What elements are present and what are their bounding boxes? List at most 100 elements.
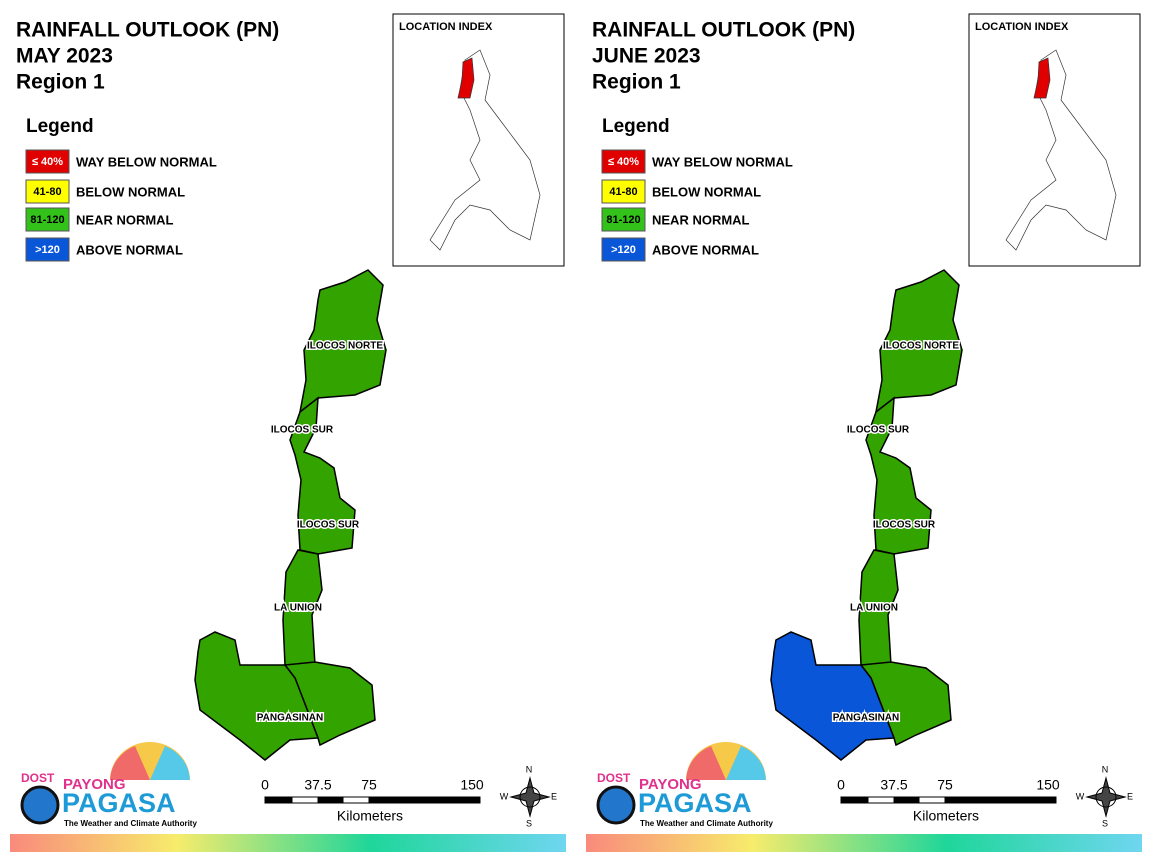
legend-swatch-text: 41-80 [609, 186, 637, 198]
logo-umbrella-right [150, 746, 190, 780]
inset-frame [392, 13, 565, 267]
map-region: Region 1 [16, 71, 105, 94]
scale-label: 75 [937, 777, 953, 793]
compass-letter: E [551, 791, 557, 801]
logo-agency: DOST [21, 771, 55, 785]
scale-label: 150 [1036, 777, 1060, 793]
province-area [289, 396, 356, 555]
panel: RAINFALL OUTLOOK (PN) JUNE 2023 Region 1 Le… [586, 13, 1142, 852]
province-label: ILOCOS SUR [271, 425, 334, 436]
legend-label: BELOW NORMAL [76, 184, 185, 199]
province-label: ILOCOS SUR [847, 425, 910, 436]
scale-label: 37.5 [304, 777, 331, 793]
legend-swatch [25, 237, 70, 262]
map-region: Region 1 [592, 71, 681, 94]
map-period: MAY 2023 [16, 45, 113, 68]
legend-label: NEAR NORMAL [652, 212, 750, 227]
compass-letter: N [1102, 764, 1109, 774]
scale-label: 37.5 [880, 777, 907, 793]
inset-frame [968, 13, 1141, 267]
province-area [298, 269, 387, 414]
legend-swatch-text: >120 [611, 244, 636, 256]
province-label: ILOCOS SUR [297, 520, 360, 531]
compass-rose [509, 776, 551, 818]
province-label: LA UNION [850, 603, 898, 614]
scale-unit: Kilometers [913, 808, 979, 824]
logo-umbrella-right [726, 746, 766, 780]
bottom-bar [586, 834, 1142, 852]
inset-title: LOCATION INDEX [399, 21, 493, 33]
logo-umbrella-left [110, 746, 150, 780]
legend-swatch [25, 207, 70, 232]
compass-letter: E [1127, 791, 1133, 801]
map-title: RAINFALL OUTLOOK (PN) [592, 19, 855, 42]
scale-label: 0 [261, 777, 269, 793]
logo-tagline: The Weather and Climate Authority [64, 819, 197, 828]
scale-segment [944, 796, 1057, 804]
scale-segment [264, 796, 293, 804]
legend-swatch-text: 81-120 [606, 214, 640, 226]
legend-swatch [25, 149, 70, 174]
inset-region [457, 57, 475, 99]
province-area [874, 269, 963, 414]
logo-tagline: The Weather and Climate Authority [640, 819, 773, 828]
compass-letter: S [1102, 818, 1108, 828]
inset-title: LOCATION INDEX [975, 21, 1069, 33]
scale-label: 0 [837, 777, 845, 793]
legend-swatch [601, 149, 646, 174]
scale-segment [317, 796, 344, 804]
logo-brand: PAGASA [62, 788, 176, 818]
legend-swatch-text: 41-80 [33, 186, 61, 198]
scale-segment [840, 796, 869, 804]
scale-segment [342, 796, 370, 804]
legend-label: ABOVE NORMAL [76, 242, 183, 257]
legend-label: WAY BELOW NORMAL [76, 154, 217, 169]
compass-letter: W [1076, 791, 1085, 801]
scale-segment [291, 796, 319, 804]
compass-ring [519, 786, 541, 808]
legend-swatch-text: ≤ 40% [608, 156, 639, 168]
compass-letter: S [526, 818, 532, 828]
map-period: JUNE 2023 [592, 45, 701, 68]
legend-label: ABOVE NORMAL [652, 242, 759, 257]
compass-rose [1085, 776, 1127, 818]
legend-swatch [25, 179, 70, 204]
legend-label: BELOW NORMAL [652, 184, 761, 199]
panel: RAINFALL OUTLOOK (PN) MAY 2023 Region 1 Leg… [10, 13, 566, 852]
logo-brand-top: PAYONG [63, 776, 126, 793]
province-label: PANGASINAN [257, 713, 323, 724]
province-label: ILOCOS SUR [873, 520, 936, 531]
province-area [194, 631, 320, 761]
province-label: ILOCOS NORTE [883, 341, 959, 352]
compass-letter: W [500, 791, 509, 801]
inset-country [1005, 49, 1117, 251]
scale-unit: Kilometers [337, 808, 403, 824]
compass-ring [1095, 786, 1117, 808]
province-area [865, 396, 932, 555]
scale-segment [893, 796, 920, 804]
logo-brand-top: PAYONG [639, 776, 702, 793]
compass-letter: N [526, 764, 533, 774]
scale-segment [368, 796, 481, 804]
legend-swatch-text: ≤ 40% [32, 156, 63, 168]
scale-segment [918, 796, 946, 804]
legend-swatch-text: >120 [35, 244, 60, 256]
map-title: RAINFALL OUTLOOK (PN) [16, 19, 279, 42]
logo-brand: PAGASA [638, 788, 752, 818]
logo-agency: DOST [597, 771, 631, 785]
legend-label: WAY BELOW NORMAL [652, 154, 793, 169]
legend-swatch [601, 237, 646, 262]
province-label: PANGASINAN [833, 713, 899, 724]
legend-swatch [601, 179, 646, 204]
province-area [770, 631, 896, 761]
inset-region [1033, 57, 1051, 99]
scale-label: 150 [460, 777, 484, 793]
inset-country [429, 49, 541, 251]
legend-label: NEAR NORMAL [76, 212, 174, 227]
bottom-bar [10, 834, 566, 852]
legend-title: Legend [26, 116, 94, 137]
legend-swatch [601, 207, 646, 232]
logo-emblem [596, 785, 636, 825]
province-label: LA UNION [274, 603, 322, 614]
